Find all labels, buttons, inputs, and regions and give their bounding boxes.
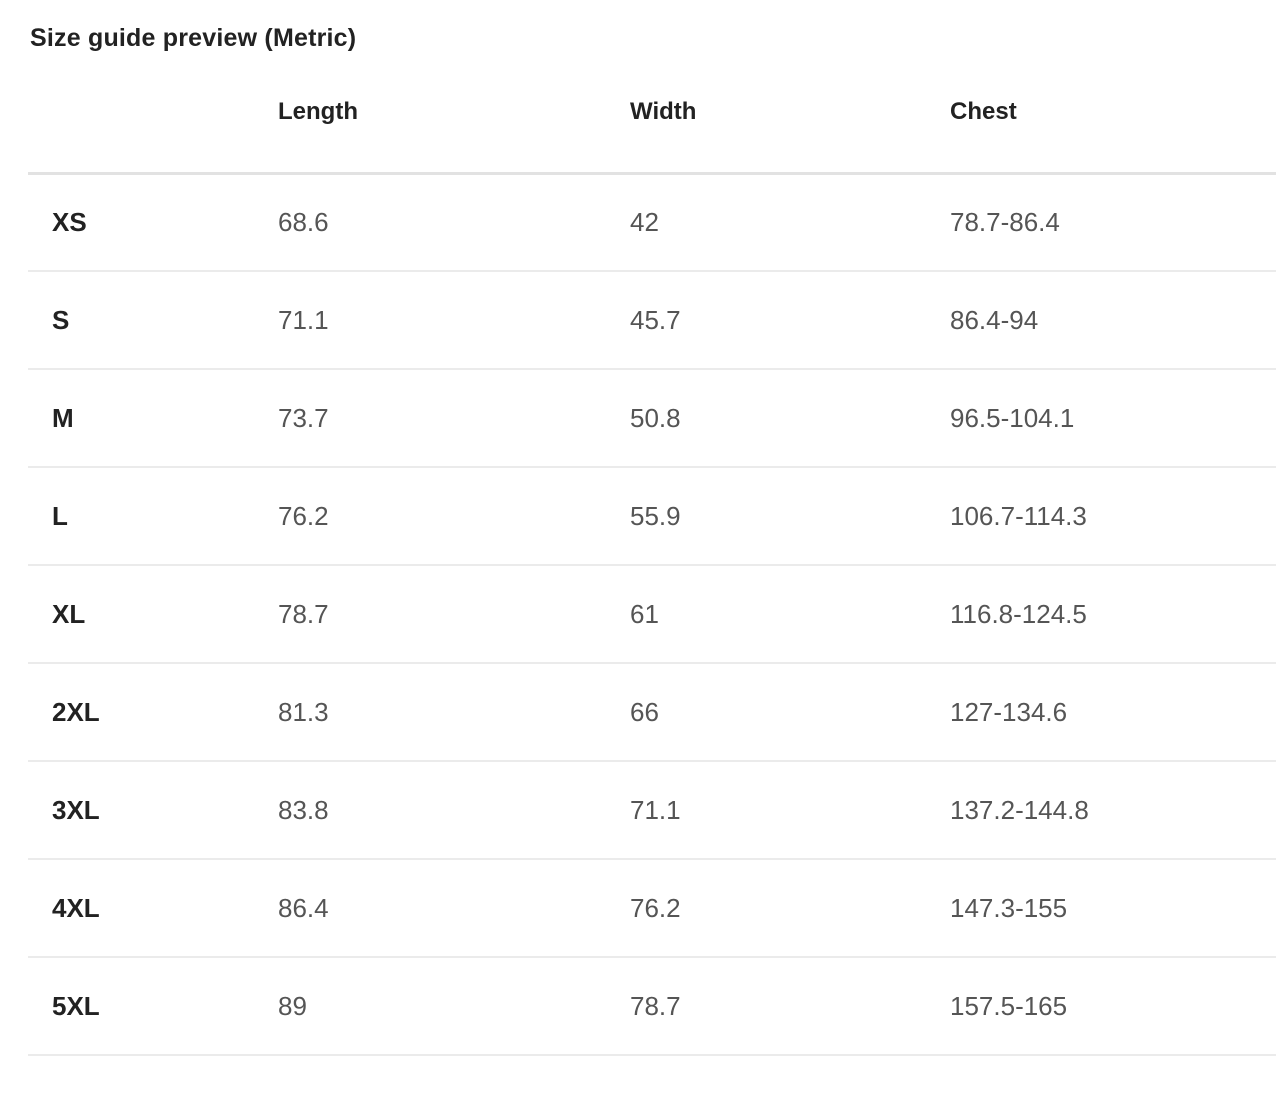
- cell-chest: 116.8-124.5: [950, 565, 1276, 664]
- header-length: Length: [278, 53, 630, 175]
- table-row: S 71.1 45.7 86.4-94: [28, 271, 1276, 370]
- table-row: M 73.7 50.8 96.5-104.1: [28, 369, 1276, 468]
- cell-chest: 78.7-86.4: [950, 173, 1276, 272]
- cell-length: 81.3: [278, 663, 630, 762]
- size-label: 5XL: [28, 957, 278, 1056]
- cell-length: 71.1: [278, 271, 630, 370]
- cell-width: 76.2: [630, 859, 950, 958]
- cell-chest: 157.5-165: [950, 957, 1276, 1056]
- size-label: S: [28, 271, 278, 370]
- size-label: 3XL: [28, 761, 278, 860]
- size-label: L: [28, 467, 278, 566]
- size-label: XS: [28, 173, 278, 272]
- page-title: Size guide preview (Metric): [30, 24, 357, 52]
- header-row: Length Width Chest: [28, 53, 1276, 175]
- cell-chest: 86.4-94: [950, 271, 1276, 370]
- cell-chest: 137.2-144.8: [950, 761, 1276, 860]
- cell-width: 66: [630, 663, 950, 762]
- table-row: 3XL 83.8 71.1 137.2-144.8: [28, 761, 1276, 860]
- cell-width: 71.1: [630, 761, 950, 860]
- cell-width: 55.9: [630, 467, 950, 566]
- cell-chest: 96.5-104.1: [950, 369, 1276, 468]
- size-label: M: [28, 369, 278, 468]
- cell-width: 50.8: [630, 369, 950, 468]
- cell-width: 78.7: [630, 957, 950, 1056]
- cell-length: 86.4: [278, 859, 630, 958]
- size-table-body: XS 68.6 42 78.7-86.4 S 71.1 45.7 86.4-94 M 73.7 50…: [28, 173, 1276, 1056]
- size-label: 2XL: [28, 663, 278, 762]
- header-chest: Chest: [950, 53, 1276, 175]
- table-header: Length Width Chest: [28, 53, 1276, 175]
- cell-length: 83.8: [278, 761, 630, 860]
- cell-width: 61: [630, 565, 950, 664]
- table-row: 5XL 89 78.7 157.5-165: [28, 957, 1276, 1056]
- cell-length: 68.6: [278, 173, 630, 272]
- cell-length: 76.2: [278, 467, 630, 566]
- cell-width: 45.7: [630, 271, 950, 370]
- cell-length: 89: [278, 957, 630, 1056]
- cell-chest: 106.7-114.3: [950, 467, 1276, 566]
- cell-chest: 147.3-155: [950, 859, 1276, 958]
- cell-chest: 127-134.6: [950, 663, 1276, 762]
- header-size: [28, 53, 278, 175]
- size-label: XL: [28, 565, 278, 664]
- size-guide-table: Length Width Chest XS 68.6 42 78.7-86.4 S 71.…: [28, 53, 1276, 1056]
- header-width: Width: [630, 53, 950, 175]
- table-row: 4XL 86.4 76.2 147.3-155: [28, 859, 1276, 958]
- cell-length: 78.7: [278, 565, 630, 664]
- table-row: XS 68.6 42 78.7-86.4: [28, 173, 1276, 272]
- size-label: 4XL: [28, 859, 278, 958]
- table-row: 2XL 81.3 66 127-134.6: [28, 663, 1276, 762]
- table-row: L 76.2 55.9 106.7-114.3: [28, 467, 1276, 566]
- cell-width: 42: [630, 173, 950, 272]
- cell-length: 73.7: [278, 369, 630, 468]
- table-row: XL 78.7 61 116.8-124.5: [28, 565, 1276, 664]
